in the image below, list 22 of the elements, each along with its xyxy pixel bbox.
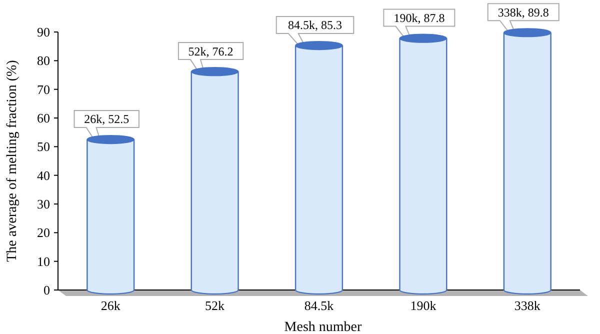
data-label: 190k, 87.8	[394, 11, 445, 26]
y-tick-label: 40	[37, 168, 50, 183]
data-label: 338k, 89.8	[498, 5, 549, 20]
x-tick-label: 190k	[410, 298, 437, 313]
x-tick-label: 52k	[205, 298, 226, 313]
y-tick-label: 60	[37, 110, 50, 126]
y-tick-label: 0	[44, 282, 50, 298]
data-label: 52k, 76.2	[188, 44, 234, 58]
y-tick-label: 20	[37, 225, 50, 240]
x-tick-label: 84.5k	[304, 298, 334, 313]
x-tick-label: 26k	[100, 298, 121, 313]
data-label: 26k, 52.5	[84, 112, 130, 126]
data-label: 84.5k, 85.3	[288, 18, 342, 32]
y-axis-title: The average of melting fraction (%)	[5, 60, 20, 262]
y-tick-label: 30	[37, 196, 50, 212]
x-tick-label: 338k	[514, 298, 541, 313]
y-tick-label: 10	[37, 254, 50, 269]
y-tick-label: 90	[37, 24, 50, 40]
y-tick-label: 80	[37, 53, 50, 68]
y-tick-label: 70	[37, 82, 50, 97]
x-axis-title: Mesh number	[284, 320, 362, 334]
y-tick-label: 50	[37, 139, 50, 154]
